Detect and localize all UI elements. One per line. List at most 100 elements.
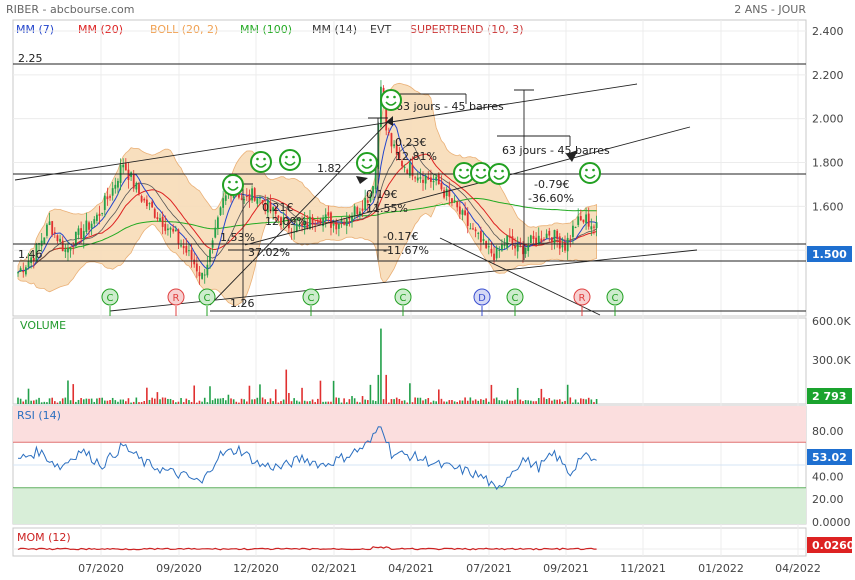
candle-body	[124, 163, 127, 171]
volume-bar	[411, 402, 414, 404]
candle-body	[219, 207, 222, 215]
candle-body	[206, 264, 209, 276]
candle-body	[19, 268, 22, 272]
volume-bar	[553, 399, 556, 404]
trend-lines	[13, 63, 806, 316]
candle-body	[301, 223, 303, 226]
volume-bar	[480, 399, 482, 404]
candle-body	[503, 244, 506, 247]
volume-bar	[38, 397, 40, 404]
candle-body	[366, 200, 369, 203]
volume-bar	[532, 401, 535, 404]
candle-body	[138, 184, 140, 194]
volume-bar	[406, 402, 409, 404]
volume-bar	[303, 400, 306, 404]
candle-body	[437, 174, 440, 185]
volume-bar	[514, 399, 516, 404]
volume-bar	[248, 385, 251, 404]
volume-bar	[577, 402, 579, 404]
volume-tick-label: 300.0K	[812, 354, 851, 367]
volume-bar	[535, 401, 537, 404]
candle-body	[117, 180, 119, 188]
chart-annotation: 1.82	[317, 162, 342, 175]
x-axis-labels: 07/2020 09/2020 12/2020 02/2021 04/2021 07/20…	[78, 562, 821, 575]
candle-body	[424, 175, 427, 184]
volume-bar	[556, 399, 558, 404]
candle-body	[167, 228, 169, 231]
volume-bar	[146, 387, 148, 404]
candle-body	[393, 144, 395, 147]
candle-body	[209, 249, 211, 262]
volume-bar	[61, 398, 64, 404]
volume-bar	[574, 399, 577, 404]
volume-bar	[67, 380, 69, 404]
candle-body	[72, 247, 75, 249]
signal-marker-letter: C	[107, 293, 114, 304]
candle-body	[440, 182, 443, 190]
period-label: 2 ANS - JOUR	[734, 3, 806, 16]
volume-bar	[311, 399, 314, 404]
candle-body	[353, 206, 356, 216]
volume-bar	[264, 399, 267, 404]
candle-body	[53, 232, 56, 234]
rsi-tick-label: 40.00	[812, 470, 844, 483]
candle-body	[56, 235, 59, 242]
volume-bar	[30, 400, 32, 404]
volume-bar	[564, 400, 566, 404]
candle-body	[22, 271, 25, 273]
volume-bar	[519, 399, 522, 404]
volume-bar	[180, 398, 182, 404]
candle-body	[556, 230, 559, 240]
signal-marker-letter: D	[478, 293, 486, 304]
mom-series-line	[17, 546, 597, 551]
x-tick-label: 01/2022	[698, 562, 744, 575]
volume-bar	[130, 402, 132, 404]
volume-bar	[501, 400, 503, 404]
candle-body	[96, 214, 98, 221]
volume-bar	[585, 399, 587, 404]
candle-body	[332, 224, 335, 226]
candle-body	[593, 226, 595, 228]
candle-body	[414, 177, 417, 179]
volume-bar	[395, 397, 398, 404]
candle-body	[43, 237, 46, 244]
candle-body	[511, 236, 514, 245]
volume-bar	[348, 399, 351, 404]
volume-bar	[88, 398, 90, 404]
volume-bar	[201, 401, 203, 404]
candle-body	[316, 221, 319, 223]
volume-bar	[40, 402, 43, 404]
candle-body	[529, 235, 532, 244]
candle-body	[327, 212, 330, 216]
x-tick-label: 12/2020	[233, 562, 279, 575]
candle-body	[558, 236, 561, 249]
volume-bar	[309, 401, 311, 404]
chart-annotation: -36.60%	[528, 192, 574, 205]
volume-bar	[72, 384, 75, 404]
mom-last-badge: 0.0260	[812, 539, 855, 552]
candle-body	[419, 177, 422, 179]
volume-bar	[219, 398, 222, 404]
volume-bar	[17, 397, 19, 404]
signal-marker-letter: C	[400, 293, 407, 304]
volume-bar	[485, 398, 487, 404]
candle-body	[543, 239, 545, 241]
volume-bar	[319, 380, 322, 404]
candle-body	[330, 212, 332, 228]
volume-bar	[509, 400, 511, 404]
candle-body	[127, 169, 130, 180]
volume-bar	[503, 401, 506, 404]
candle-body	[32, 258, 35, 262]
signal-marker: C	[606, 288, 624, 316]
candle-body	[109, 196, 111, 198]
candle-body	[106, 196, 109, 200]
volume-bar	[427, 398, 430, 404]
candle-body	[427, 176, 430, 180]
price-last-badge: 1.500	[812, 248, 847, 261]
volume-bar	[43, 401, 46, 404]
volume-bar	[138, 402, 140, 404]
volume-bar	[369, 384, 372, 404]
signal-marker-letter: C	[612, 293, 619, 304]
volume-bar	[177, 401, 180, 404]
volume-bar	[156, 392, 159, 404]
